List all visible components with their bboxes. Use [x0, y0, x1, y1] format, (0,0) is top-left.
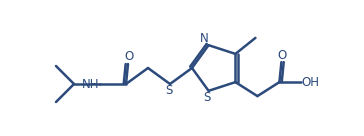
Text: S: S	[203, 91, 210, 104]
Text: N: N	[200, 32, 209, 45]
Text: S: S	[165, 84, 173, 98]
Text: O: O	[124, 50, 134, 64]
Text: O: O	[278, 49, 287, 62]
Text: OH: OH	[301, 76, 320, 89]
Text: NH: NH	[82, 78, 100, 90]
